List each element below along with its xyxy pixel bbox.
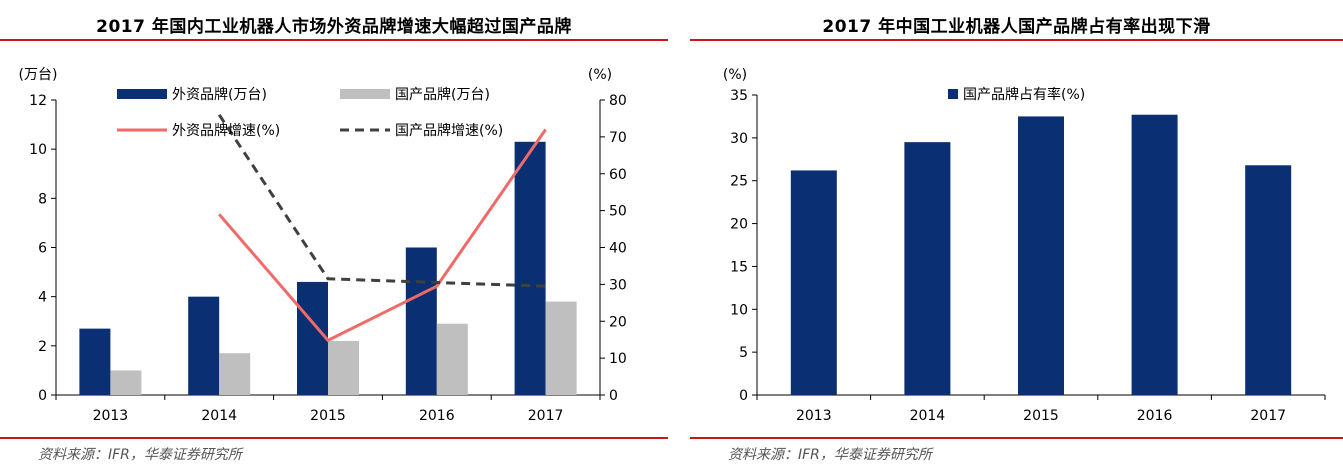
chart-panel-right: 2017 年中国工业机器人国产品牌占有率出现下滑 0 5 10 15 20 25 30 35 (…	[690, 0, 1343, 465]
y-tick-label-right: 30	[609, 277, 627, 293]
source-note: 资料来源：IFR，华泰证券研究所	[728, 447, 932, 463]
source-rule	[0, 437, 668, 439]
bar	[110, 370, 142, 395]
y-tick-label-left: 8	[38, 191, 47, 207]
legend-label: 国产品牌增速(%)	[395, 122, 503, 139]
x-tick-label: 2013	[93, 408, 129, 424]
x-tick-label: 2017	[1250, 408, 1286, 424]
y-axis-unit-right: (%)	[588, 67, 612, 83]
chart-canvas-right: 0 5 10 15 20 25 30 35 (%) 2013 2014 2015 2016 2017 国产品…	[723, 67, 1326, 424]
legend-swatch	[340, 89, 390, 99]
bar	[328, 340, 359, 395]
y-tick-label-left: 25	[730, 174, 748, 190]
bar	[1018, 116, 1064, 395]
y-tick-label-left: 5	[739, 345, 748, 361]
chart-canvas-left: 0 2 4 6 8 10 12 (万台) 0 10 20 30 40 50 60 70 80 (%) 2013 201…	[19, 67, 627, 424]
x-tick-label: 2014	[201, 408, 237, 424]
y-tick-label-left: 0	[38, 388, 47, 404]
x-tick-label: 2016	[1137, 408, 1173, 424]
y-tick-label-right: 70	[609, 130, 627, 146]
chart-panel-left: 2017 年国内工业机器人市场外资品牌增速大幅超过国产品牌 0 2 4 6 8 10 12 (…	[0, 0, 668, 465]
bar	[79, 328, 111, 395]
legend-label: 国产品牌占有率(%)	[963, 86, 1085, 103]
y-tick-label-right: 80	[609, 93, 627, 109]
legend-label: 外资品牌增速(%)	[172, 122, 280, 139]
y-axis-unit-left: (万台)	[19, 67, 58, 83]
y-tick-label-right: 10	[609, 351, 627, 367]
y-axis-unit-left: (%)	[723, 67, 747, 83]
bar	[790, 170, 837, 395]
title-rule	[0, 39, 668, 41]
y-tick-label-left: 6	[38, 241, 47, 257]
y-tick-label-left: 10	[29, 142, 47, 158]
series-line	[217, 113, 546, 288]
source-note: 资料来源：IFR，华泰证券研究所	[38, 447, 242, 463]
bar	[1131, 114, 1178, 395]
bar	[904, 142, 951, 395]
y-tick-label-right: 40	[609, 241, 627, 257]
y-tick-label-left: 12	[29, 93, 47, 109]
x-tick-label: 2015	[1023, 408, 1059, 424]
legend-label: 外资品牌(万台)	[172, 86, 267, 103]
bar	[297, 281, 328, 395]
y-tick-label-right: 50	[609, 204, 627, 220]
x-tick-label: 2017	[528, 408, 564, 424]
bar	[514, 141, 546, 395]
y-tick-label-left: 2	[38, 339, 47, 355]
x-tick-label: 2014	[910, 408, 946, 424]
legend-swatch	[117, 89, 167, 99]
y-tick-label-right: 20	[609, 314, 627, 330]
bar	[1245, 165, 1292, 395]
title-rule	[690, 39, 1343, 41]
y-tick-label-left: 15	[730, 259, 748, 275]
y-tick-label-left: 35	[730, 88, 748, 104]
source-rule	[690, 437, 1343, 439]
bar	[219, 353, 251, 395]
y-tick-label-left: 20	[730, 217, 748, 233]
y-tick-label-left: 4	[38, 290, 47, 306]
legend-label: 国产品牌(万台)	[395, 86, 490, 103]
chart-title: 2017 年中国工业机器人国产品牌占有率出现下滑	[822, 17, 1211, 37]
y-tick-label-left: 10	[730, 302, 748, 318]
bar	[436, 323, 468, 395]
series-line	[218, 128, 547, 343]
bar	[188, 296, 220, 395]
x-tick-label: 2013	[796, 408, 832, 424]
y-tick-label-left: 30	[730, 131, 748, 147]
y-tick-label-left: 0	[739, 388, 748, 404]
bar	[545, 301, 577, 395]
legend-swatch	[948, 89, 958, 99]
x-tick-label: 2016	[419, 408, 455, 424]
x-tick-label: 2015	[310, 408, 346, 424]
chart-title: 2017 年国内工业机器人市场外资品牌增速大幅超过国产品牌	[96, 17, 572, 37]
y-tick-label-right: 60	[609, 167, 627, 183]
bar	[405, 247, 437, 395]
y-tick-label-right: 0	[609, 388, 618, 404]
